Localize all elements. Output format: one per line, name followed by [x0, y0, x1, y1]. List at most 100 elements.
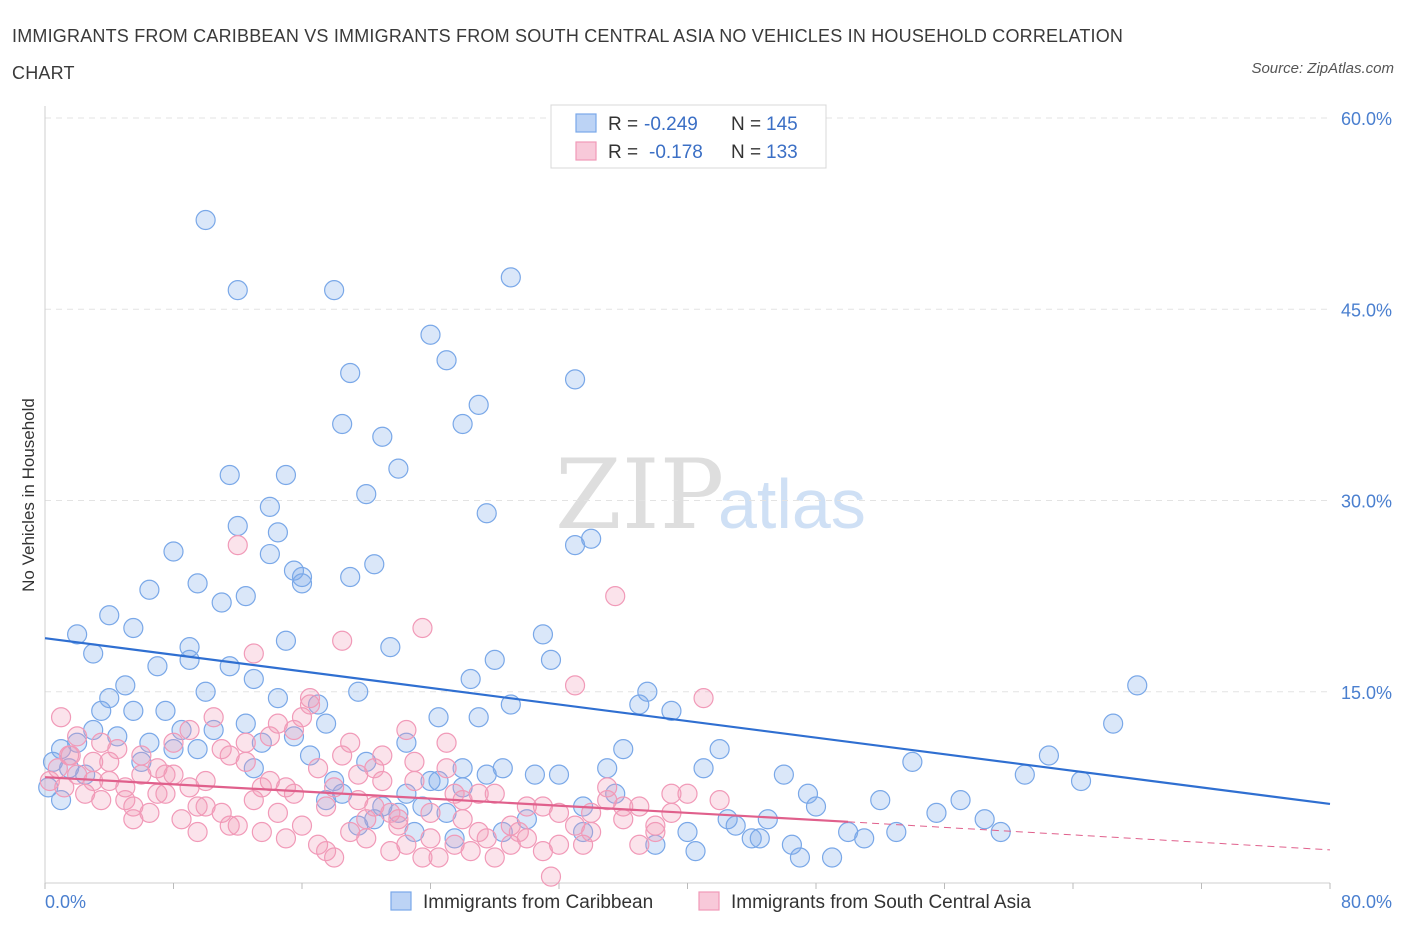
data-point: [99, 605, 120, 626]
data-point: [564, 675, 586, 696]
data-point: [444, 828, 465, 849]
data-point: [50, 707, 72, 728]
data-point: [123, 809, 144, 830]
data-point: [677, 783, 698, 804]
legend-r-value-blue: -0.249: [644, 114, 698, 135]
data-point: [629, 796, 650, 817]
data-point: [267, 713, 289, 734]
data-point: [468, 821, 489, 843]
data-point: [629, 834, 650, 855]
data-point: [67, 624, 88, 645]
data-point: [388, 815, 409, 836]
data-point: [870, 790, 891, 811]
data-point: [99, 688, 120, 709]
trend-lines: [44, 637, 1331, 851]
data-point: [1127, 675, 1148, 696]
data-point: [508, 821, 529, 843]
data-point: [211, 739, 232, 760]
chart-title: IMMIGRANTS FROM CARIBBEAN VS IMMIGRANTS …: [12, 26, 1124, 83]
data-point: [259, 496, 280, 517]
data-point: [372, 426, 393, 447]
legend-swatch-pink: [575, 141, 597, 161]
data-point: [460, 668, 481, 690]
data-point: [540, 649, 562, 670]
correlation-legend: R = -0.249 N = 145 R = -0.178 N = 133: [550, 104, 827, 169]
data-point: [436, 350, 457, 371]
data-point: [468, 783, 489, 804]
data-point: [179, 719, 200, 741]
data-point: [364, 554, 385, 575]
data-point: [356, 828, 377, 849]
data-point: [613, 809, 634, 830]
data-point: [91, 700, 112, 721]
data-point: [291, 707, 313, 728]
data-point: [789, 847, 811, 868]
data-point: [259, 726, 280, 747]
data-point: [661, 700, 682, 721]
data-point: [115, 675, 136, 696]
data-point: [380, 802, 401, 823]
data-point: [131, 745, 152, 766]
data-point: [484, 649, 505, 670]
data-point: [235, 713, 256, 734]
data-point: [275, 777, 297, 798]
data-point: [950, 790, 971, 811]
data-point: [677, 821, 698, 843]
grid-lines: [45, 117, 1330, 693]
data-point: [340, 732, 361, 753]
data-point: [773, 764, 794, 785]
trend-line-caribbean: [44, 637, 1331, 806]
data-point: [572, 834, 594, 855]
data-point: [195, 209, 216, 231]
y-tick-label: 15.0%: [1341, 683, 1392, 703]
data-point: [50, 790, 72, 811]
data-point: [597, 758, 618, 779]
data-point: [1014, 764, 1035, 785]
data-point: [926, 802, 947, 823]
data-point: [974, 809, 995, 830]
data-point: [1103, 713, 1124, 734]
data-point: [420, 802, 441, 823]
data-point: [187, 739, 208, 760]
data-point: [348, 815, 369, 836]
data-point: [275, 828, 297, 849]
trend-line-south-central-asia: [44, 776, 849, 823]
data-point: [251, 732, 272, 753]
data-point: [693, 758, 714, 779]
data-point: [605, 783, 626, 804]
data-point: [219, 815, 240, 836]
data-point: [307, 694, 329, 715]
data-point: [428, 770, 449, 792]
data-point: [540, 866, 562, 887]
series-caribbean: [38, 209, 1148, 868]
data-point: [243, 643, 264, 664]
data-point: [428, 847, 449, 868]
data-point: [179, 637, 200, 658]
data-point: [1038, 745, 1060, 766]
data-point: [436, 732, 457, 753]
data-point: [219, 656, 240, 677]
data-point: [171, 809, 192, 830]
data-point: [749, 828, 770, 849]
data-point: [380, 637, 401, 658]
data-point: [115, 790, 136, 811]
data-point: [340, 362, 361, 384]
data-point: [332, 745, 353, 766]
data-point: [717, 809, 738, 830]
trend-line-extension: [848, 821, 1331, 851]
data-point: [219, 464, 240, 486]
data-point: [605, 586, 626, 607]
data-point: [388, 809, 409, 830]
data-point: [372, 770, 393, 792]
data-point: [235, 751, 256, 772]
data-point: [597, 790, 618, 811]
data-point: [187, 821, 208, 843]
data-point: [251, 821, 272, 843]
data-point: [283, 560, 305, 581]
data-point: [91, 732, 112, 753]
data-point: [444, 783, 465, 804]
data-point: [428, 707, 449, 728]
data-point: [356, 809, 377, 830]
data-point: [267, 522, 289, 543]
